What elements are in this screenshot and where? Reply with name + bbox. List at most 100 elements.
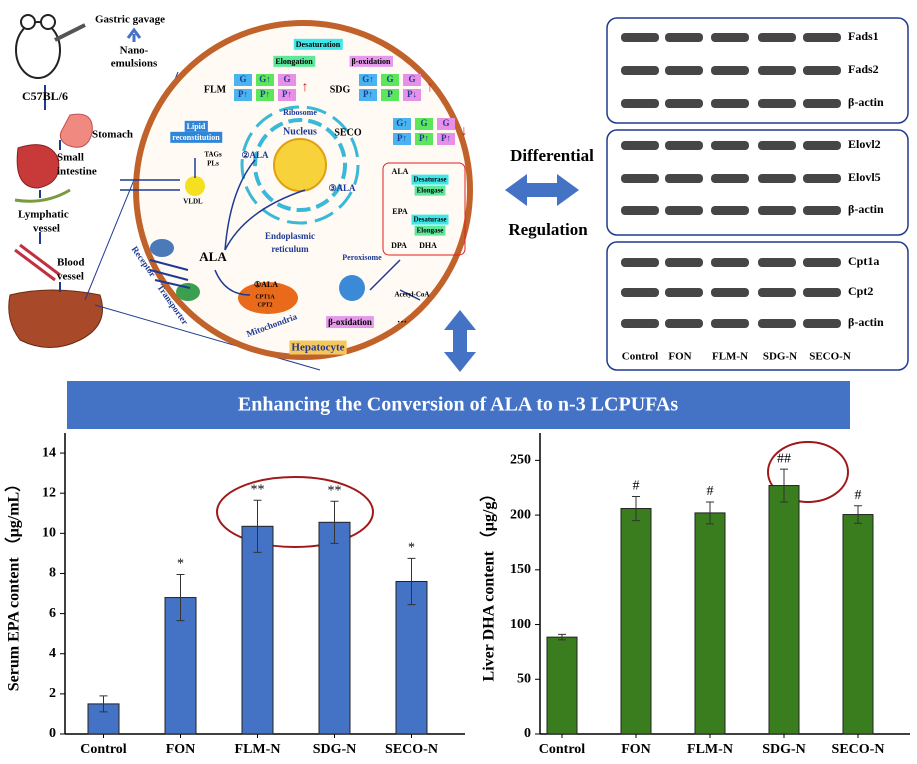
error-bar — [632, 495, 640, 522]
diagram-label: Stomach — [92, 129, 133, 141]
blot-band — [803, 206, 841, 215]
gp-cell: G — [408, 74, 415, 84]
gp-cell-bg — [256, 89, 274, 101]
diagram-label: Lymphatic — [18, 209, 69, 221]
bar — [241, 525, 274, 735]
liver — [8, 289, 103, 348]
blot-band — [711, 319, 749, 328]
gp-cell: G — [386, 74, 393, 84]
bar — [768, 485, 800, 735]
label-bg — [414, 185, 446, 196]
y-tick-label: 8 — [49, 566, 56, 581]
blot-band — [803, 99, 841, 108]
diagram-label: Regulation — [508, 220, 588, 239]
blot-band — [803, 258, 841, 267]
x-tick-label: FLM-N — [235, 742, 281, 757]
label-bg — [273, 55, 316, 67]
blot-label: Elovl5 — [848, 170, 881, 184]
gp-cell-bg — [403, 89, 421, 101]
blot-band — [758, 99, 796, 108]
y-tick-label: 150 — [510, 562, 531, 577]
blot-label: Fads1 — [848, 29, 879, 43]
syringe — [54, 23, 86, 42]
x-tick-label: SECO-N — [832, 742, 885, 757]
blot-band — [665, 319, 703, 328]
y-tick-label: 12 — [42, 485, 56, 500]
blot-band — [665, 258, 703, 267]
blot-label: Cpt1a — [848, 254, 879, 268]
diagram-label: Nucleus — [283, 126, 317, 137]
error-bar — [253, 499, 262, 553]
x-tick-label: Control — [539, 742, 586, 757]
blot-band — [803, 66, 841, 75]
blot-label: Elovl2 — [848, 137, 881, 151]
gp-cell-bg — [234, 74, 252, 86]
lane-label: FON — [668, 351, 691, 363]
blot-band — [803, 174, 841, 183]
y-tick-label: 2 — [49, 686, 56, 701]
diagram-label: … — [397, 314, 407, 325]
diagram-label: intestine — [57, 166, 97, 178]
gp-cell-bg — [359, 74, 377, 86]
blot-band — [711, 99, 749, 108]
gp-cell-bg — [278, 74, 296, 86]
significance: # — [855, 488, 862, 503]
significance: # — [633, 479, 640, 494]
blot-band — [758, 319, 796, 328]
label-bg — [184, 120, 208, 132]
diagram-label: Hepatocyte — [291, 342, 344, 354]
diagram-label: SECO — [334, 127, 361, 138]
er — [253, 118, 347, 212]
diagram-label: vessel — [33, 223, 60, 235]
gp-cell: G — [420, 118, 427, 128]
gp-cell: P↑ — [397, 133, 407, 143]
gp-trend: ↓ — [461, 124, 468, 139]
error-bar — [706, 501, 714, 525]
error-bar — [854, 505, 862, 524]
blot-band — [665, 33, 703, 42]
diagram-label: CPT1A — [255, 294, 275, 300]
diagram-label: Acetyl-CoA — [395, 291, 430, 299]
gp-cell: G↑ — [362, 74, 374, 84]
gp-cell: P↑ — [363, 89, 373, 99]
label-bg — [411, 174, 449, 185]
significance: ** — [251, 482, 265, 497]
gp-cell-bg — [381, 89, 399, 101]
gp-cell-bg — [415, 133, 433, 145]
flow-arrow — [39, 85, 61, 292]
y-axis-label: Liver DHA content （μg/g） — [480, 486, 498, 682]
stomach — [59, 113, 93, 148]
x-tick-label: SDG-N — [762, 742, 806, 757]
diagram-label: ALA — [392, 167, 409, 176]
diagram-label: FLM — [204, 84, 227, 95]
gp-cell: G↑ — [259, 74, 271, 84]
banner — [67, 381, 850, 429]
label-bg — [411, 214, 449, 225]
gp-trend: ↑ — [302, 80, 309, 95]
mouse-ear — [20, 14, 36, 30]
error-bar — [176, 573, 185, 622]
diagram-label: ②ALA — [241, 150, 269, 160]
blot-band — [665, 141, 703, 150]
diagram-label: Differential — [510, 146, 594, 165]
blot-band — [621, 141, 659, 150]
diagram-label: β-oxidation — [328, 317, 372, 327]
blot-band — [711, 33, 749, 42]
double-arrow — [505, 174, 579, 206]
arrow — [126, 27, 142, 42]
label-bg — [326, 316, 374, 329]
y-tick-label: 250 — [510, 453, 531, 468]
bar — [694, 512, 726, 735]
gp-cell-bg — [393, 133, 411, 145]
diagram-label: EPA — [392, 207, 408, 216]
bar — [318, 521, 351, 735]
blot-band — [621, 174, 659, 183]
diagram-label: C57BL/6 — [22, 89, 68, 103]
gp-cell-bg — [437, 118, 455, 130]
gp-cell: G — [283, 74, 290, 84]
x-tick-label: SDG-N — [313, 742, 357, 757]
pathway-box — [382, 162, 466, 256]
bar — [395, 580, 428, 735]
highlight — [216, 476, 374, 548]
